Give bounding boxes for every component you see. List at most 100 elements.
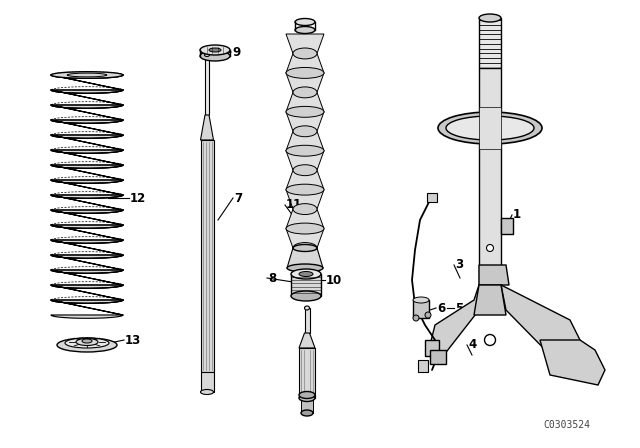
Ellipse shape bbox=[286, 223, 324, 234]
Ellipse shape bbox=[305, 306, 310, 310]
Polygon shape bbox=[286, 131, 324, 151]
Ellipse shape bbox=[205, 53, 209, 56]
Polygon shape bbox=[51, 150, 123, 168]
Ellipse shape bbox=[479, 14, 501, 22]
Ellipse shape bbox=[413, 297, 429, 303]
Polygon shape bbox=[51, 300, 123, 318]
Ellipse shape bbox=[484, 335, 495, 345]
Ellipse shape bbox=[286, 145, 324, 156]
Bar bbox=[305, 308, 310, 333]
Bar bbox=[200, 140, 214, 372]
Polygon shape bbox=[51, 105, 123, 123]
Ellipse shape bbox=[438, 112, 542, 144]
Polygon shape bbox=[286, 112, 324, 131]
Ellipse shape bbox=[293, 165, 317, 176]
Ellipse shape bbox=[51, 72, 123, 78]
Polygon shape bbox=[51, 270, 123, 289]
Ellipse shape bbox=[425, 312, 431, 318]
Bar bbox=[205, 55, 209, 115]
Text: 13: 13 bbox=[125, 333, 141, 346]
Polygon shape bbox=[286, 170, 324, 190]
Text: 10: 10 bbox=[326, 273, 342, 287]
Polygon shape bbox=[479, 265, 509, 285]
Text: 1: 1 bbox=[513, 208, 521, 221]
Ellipse shape bbox=[287, 264, 323, 272]
Ellipse shape bbox=[291, 291, 321, 301]
Ellipse shape bbox=[209, 48, 221, 52]
Polygon shape bbox=[286, 92, 324, 112]
Ellipse shape bbox=[299, 392, 315, 399]
Polygon shape bbox=[51, 135, 123, 153]
Ellipse shape bbox=[200, 389, 214, 395]
Polygon shape bbox=[51, 120, 123, 138]
Text: 3: 3 bbox=[455, 258, 463, 271]
Polygon shape bbox=[286, 151, 324, 170]
Polygon shape bbox=[51, 255, 123, 273]
Text: 8: 8 bbox=[268, 271, 276, 284]
Ellipse shape bbox=[413, 315, 419, 321]
Ellipse shape bbox=[65, 338, 109, 348]
Polygon shape bbox=[51, 195, 123, 213]
Bar bbox=[291, 274, 321, 296]
Ellipse shape bbox=[291, 269, 321, 279]
Ellipse shape bbox=[293, 245, 317, 251]
Polygon shape bbox=[51, 240, 123, 258]
Text: 6: 6 bbox=[437, 302, 445, 314]
Ellipse shape bbox=[293, 126, 317, 137]
Bar bbox=[427, 193, 437, 202]
Ellipse shape bbox=[293, 242, 317, 254]
Ellipse shape bbox=[299, 271, 313, 276]
Ellipse shape bbox=[293, 48, 317, 59]
Bar bbox=[200, 372, 214, 392]
Polygon shape bbox=[51, 90, 123, 108]
Text: 5: 5 bbox=[455, 302, 463, 314]
Ellipse shape bbox=[295, 26, 315, 34]
Polygon shape bbox=[287, 248, 323, 268]
Text: 9: 9 bbox=[232, 46, 240, 59]
Ellipse shape bbox=[200, 45, 230, 55]
Polygon shape bbox=[286, 228, 324, 248]
Bar bbox=[418, 360, 428, 372]
Bar bbox=[430, 350, 446, 364]
Bar bbox=[425, 340, 439, 356]
Ellipse shape bbox=[446, 116, 534, 140]
Polygon shape bbox=[474, 285, 506, 315]
Polygon shape bbox=[501, 285, 580, 365]
Bar bbox=[413, 300, 429, 318]
Ellipse shape bbox=[286, 184, 324, 195]
Polygon shape bbox=[286, 53, 324, 73]
Text: 11: 11 bbox=[286, 198, 302, 211]
Polygon shape bbox=[51, 180, 123, 198]
Polygon shape bbox=[51, 75, 123, 93]
Text: 7: 7 bbox=[234, 191, 242, 204]
Ellipse shape bbox=[293, 87, 317, 98]
Text: 4: 4 bbox=[468, 339, 476, 352]
Polygon shape bbox=[51, 225, 123, 243]
Polygon shape bbox=[51, 285, 123, 303]
Polygon shape bbox=[286, 190, 324, 209]
Ellipse shape bbox=[286, 68, 324, 78]
Polygon shape bbox=[430, 285, 479, 360]
Polygon shape bbox=[540, 340, 605, 385]
Bar bbox=[479, 18, 501, 68]
Ellipse shape bbox=[82, 339, 92, 343]
Polygon shape bbox=[286, 34, 324, 53]
Ellipse shape bbox=[57, 338, 117, 352]
Ellipse shape bbox=[301, 410, 313, 416]
Bar bbox=[501, 218, 513, 234]
Ellipse shape bbox=[76, 339, 98, 345]
Bar bbox=[301, 395, 313, 413]
Bar bbox=[479, 68, 501, 310]
Ellipse shape bbox=[295, 18, 315, 26]
Bar bbox=[299, 395, 315, 398]
Ellipse shape bbox=[299, 395, 315, 401]
Polygon shape bbox=[200, 115, 214, 140]
Ellipse shape bbox=[200, 51, 230, 61]
Text: 2: 2 bbox=[435, 336, 443, 349]
Polygon shape bbox=[286, 209, 324, 228]
Ellipse shape bbox=[486, 245, 493, 251]
Text: C0303524: C0303524 bbox=[543, 420, 590, 430]
Ellipse shape bbox=[286, 106, 324, 117]
Polygon shape bbox=[286, 73, 324, 92]
Text: 12: 12 bbox=[130, 191, 147, 204]
